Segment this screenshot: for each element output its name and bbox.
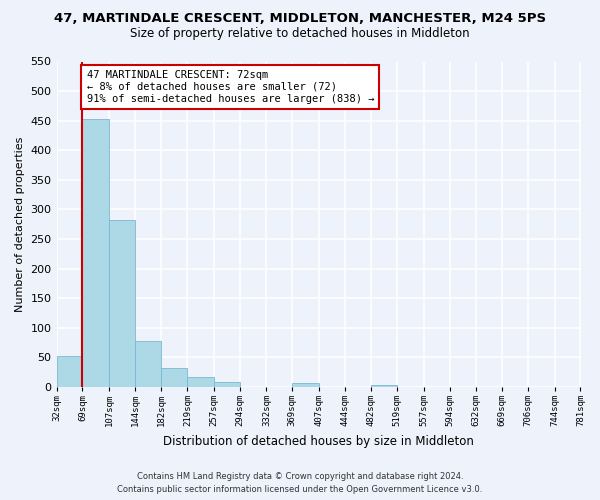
Bar — [292, 384, 319, 387]
Text: Size of property relative to detached houses in Middleton: Size of property relative to detached ho… — [130, 28, 470, 40]
Y-axis label: Number of detached properties: Number of detached properties — [15, 136, 25, 312]
Bar — [187, 377, 214, 387]
Bar — [56, 356, 82, 387]
Text: Contains HM Land Registry data © Crown copyright and database right 2024.
Contai: Contains HM Land Registry data © Crown c… — [118, 472, 482, 494]
Bar — [371, 384, 397, 387]
X-axis label: Distribution of detached houses by size in Middleton: Distribution of detached houses by size … — [163, 434, 474, 448]
Bar — [82, 119, 109, 387]
Bar — [109, 220, 135, 387]
Text: 47, MARTINDALE CRESCENT, MIDDLETON, MANCHESTER, M24 5PS: 47, MARTINDALE CRESCENT, MIDDLETON, MANC… — [54, 12, 546, 26]
Bar — [161, 368, 187, 387]
Text: 47 MARTINDALE CRESCENT: 72sqm
← 8% of detached houses are smaller (72)
91% of se: 47 MARTINDALE CRESCENT: 72sqm ← 8% of de… — [86, 70, 374, 104]
Bar — [135, 341, 161, 387]
Bar — [214, 382, 240, 387]
